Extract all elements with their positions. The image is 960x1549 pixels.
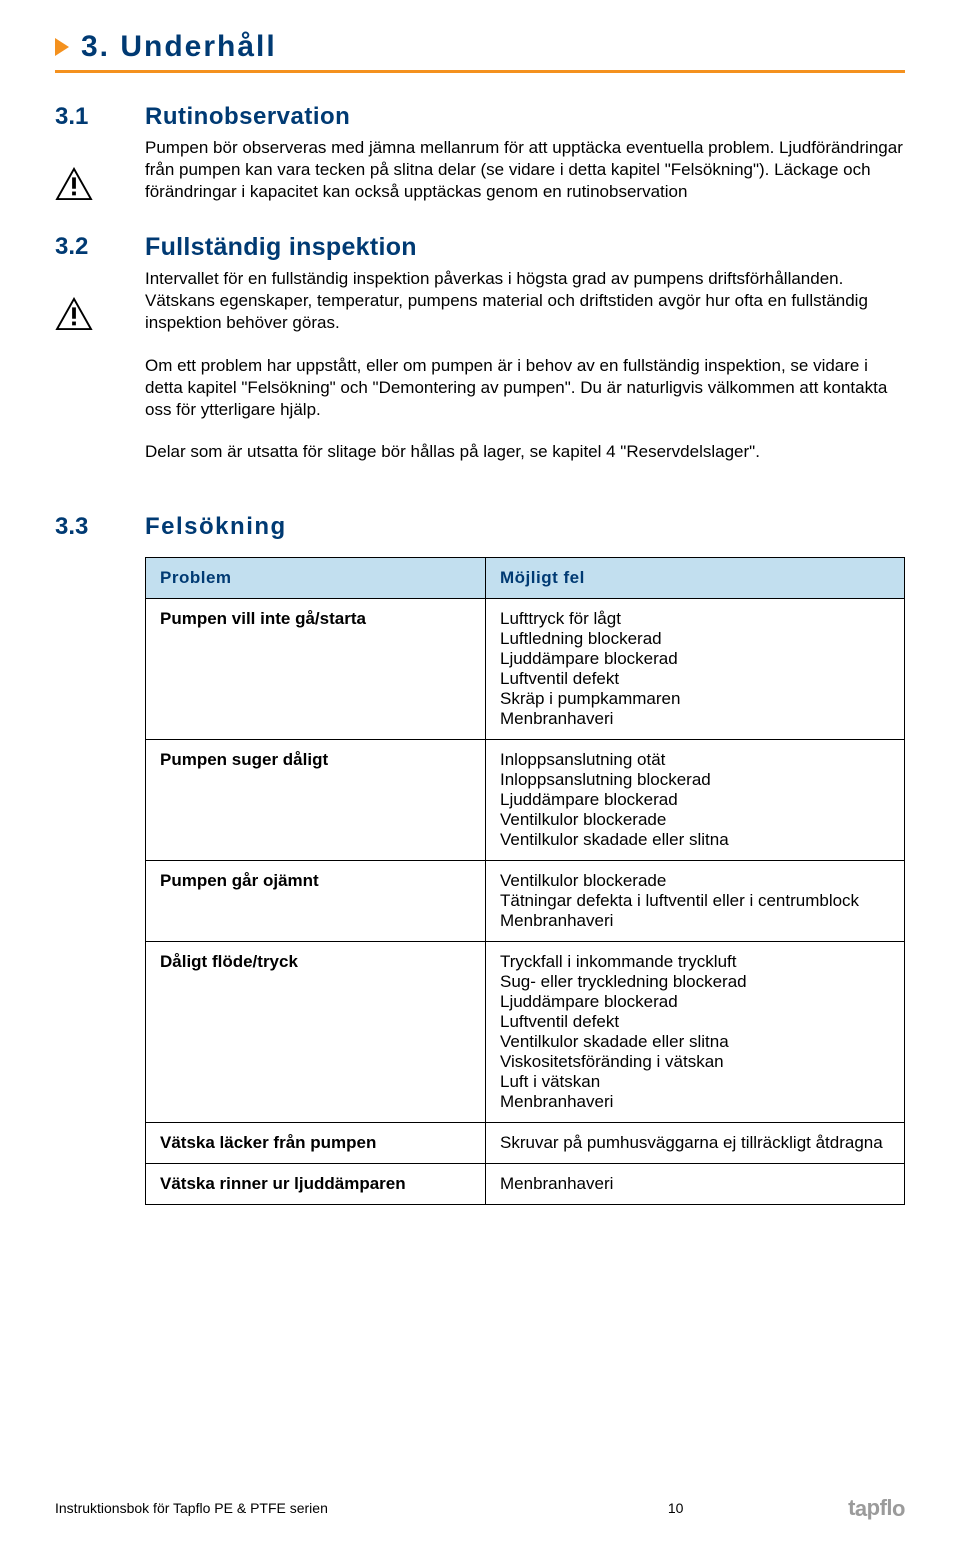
table-row: Vätska rinner ur ljuddämparen Menbranhave… — [146, 1163, 905, 1204]
fault-line: Tryckfall i inkommande tryckluft — [500, 952, 890, 972]
problem-cell: Vätska läcker från pumpen — [146, 1122, 486, 1163]
fault-line: Ljuddämpare blockerad — [500, 992, 890, 1012]
table-row: Pumpen vill inte gå/startaLufttryck för … — [146, 598, 905, 739]
warning-icon — [55, 297, 93, 331]
fault-line: Skruvar på pumhusväggarna ej tillräcklig… — [500, 1133, 890, 1153]
page-footer: Instruktionsbok för Tapflo PE & PTFE ser… — [55, 1495, 905, 1521]
section-heading-3-2: Fullständig inspektion — [145, 233, 905, 262]
problem-cell: Vätska rinner ur ljuddämparen — [146, 1163, 486, 1204]
chapter-header: 3. Underhåll — [55, 30, 905, 64]
warning-icon — [55, 167, 93, 201]
fault-line: Ljuddämpare blockerad — [500, 649, 890, 669]
section-3-3: 3.3 Felsökning — [55, 513, 905, 547]
fault-cell: Tryckfall i inkommande tryckluftSug- ell… — [486, 941, 905, 1122]
fault-line: Ventilkulor blockerade — [500, 871, 890, 891]
fault-cell: Inloppsanslutning otätInloppsanslutning … — [486, 739, 905, 860]
troubleshooting-table: Problem Möjligt fel Pumpen vill inte gå/… — [145, 557, 905, 1205]
table-row: Dåligt flöde/tryckTryckfall i inkommande… — [146, 941, 905, 1122]
table-header-problem: Problem — [146, 557, 486, 598]
table-row: Pumpen suger dåligtInloppsanslutning otä… — [146, 739, 905, 860]
fault-line: Luftventil defekt — [500, 1012, 890, 1032]
problem-cell: Pumpen suger dåligt — [146, 739, 486, 860]
chapter-title: 3. Underhåll — [81, 30, 277, 64]
fault-line: Sug- eller tryckledning blockerad — [500, 972, 890, 992]
fault-line: Tätningar defekta i luftventil eller i c… — [500, 891, 890, 911]
fault-line: Menbranhaveri — [500, 1092, 890, 1112]
fault-line: Inloppsanslutning otät — [500, 750, 890, 770]
fault-line: Ventilkulor skadade eller slitna — [500, 1032, 890, 1052]
fault-line: Lufttryck för lågt — [500, 609, 890, 629]
fault-line: Viskositetsföränding i vätskan — [500, 1052, 890, 1072]
fault-line: Ventilkulor blockerade — [500, 810, 890, 830]
section-heading-3-1: Rutinobservation — [145, 103, 905, 131]
section-3-1: 3.1 Rutinobservation Pumpen bör observer… — [55, 103, 905, 203]
table-row: Vätska läcker från pumpen Skruvar på pumh… — [146, 1122, 905, 1163]
section-heading-3-3: Felsökning — [145, 513, 905, 541]
fault-cell: Ventilkulor blockeradeTätningar defekta … — [486, 860, 905, 941]
section-3-2-para1: Intervallet för en fullständig inspektio… — [145, 268, 905, 334]
footer-logo: tapflo — [848, 1495, 905, 1521]
section-3-2-para2: Om ett problem har uppstått, eller om pu… — [145, 355, 905, 421]
section-num-3-2: 3.2 — [55, 233, 145, 261]
section-3-1-para1: Pumpen bör observeras med jämna mellanru… — [145, 137, 905, 203]
fault-cell: Skruvar på pumhusväggarna ej tillräcklig… — [486, 1122, 905, 1163]
fault-line: Menbranhaveri — [500, 911, 890, 931]
footer-page-number: 10 — [668, 1500, 684, 1516]
fault-cell: Lufttryck för lågtLuftledning blockeradL… — [486, 598, 905, 739]
problem-cell: Pumpen vill inte gå/starta — [146, 598, 486, 739]
section-3-2: 3.2 Fullständig inspektion Intervallet f… — [55, 233, 905, 483]
fault-line: Skräp i pumpkammaren — [500, 689, 890, 709]
section-3-2-para3: Delar som är utsatta för slitage bör hål… — [145, 441, 905, 463]
fault-cell: Menbranhaveri — [486, 1163, 905, 1204]
fault-line: Menbranhaveri — [500, 709, 890, 729]
section-num-3-3: 3.3 — [55, 513, 145, 541]
chapter-underline — [55, 70, 905, 73]
problem-cell: Dåligt flöde/tryck — [146, 941, 486, 1122]
table-row: Pumpen går ojämntVentilkulor blockeradeT… — [146, 860, 905, 941]
fault-line: Luft i vätskan — [500, 1072, 890, 1092]
problem-cell: Pumpen går ojämnt — [146, 860, 486, 941]
section-num-3-1: 3.1 — [55, 103, 145, 131]
fault-line: Inloppsanslutning blockerad — [500, 770, 890, 790]
table-header-fault: Möjligt fel — [486, 557, 905, 598]
footer-doc-title: Instruktionsbok för Tapflo PE & PTFE ser… — [55, 1500, 328, 1516]
chapter-arrow-icon — [55, 38, 69, 56]
fault-line: Luftledning blockerad — [500, 629, 890, 649]
fault-line: Menbranhaveri — [500, 1174, 890, 1194]
fault-line: Ljuddämpare blockerad — [500, 790, 890, 810]
fault-line: Ventilkulor skadade eller slitna — [500, 830, 890, 850]
fault-line: Luftventil defekt — [500, 669, 890, 689]
